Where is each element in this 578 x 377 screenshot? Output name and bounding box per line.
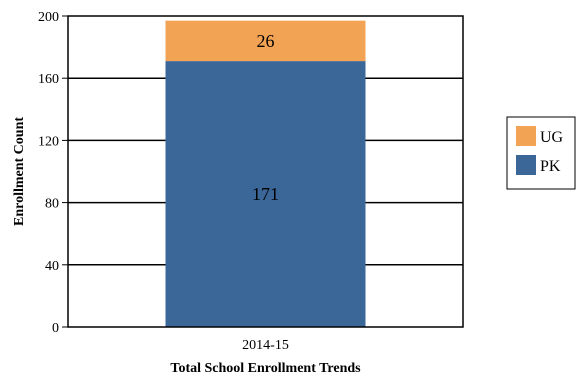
legend: UG PK xyxy=(506,116,576,190)
y-axis-title: Enrollment Count xyxy=(12,117,27,226)
x-tick-label-2014-15: 2014-15 xyxy=(242,338,289,353)
legend-swatch-pk xyxy=(516,155,536,175)
legend-swatch-ug xyxy=(516,126,536,146)
y-tick-label-120: 120 xyxy=(38,134,59,149)
y-tick-label-0: 0 xyxy=(52,321,59,336)
y-tick-label-160: 160 xyxy=(38,72,59,87)
y-tick-label-80: 80 xyxy=(45,197,59,212)
data-label-ug-2014-15: 26 xyxy=(257,31,275,51)
x-axis-title: Total School Enrollment Trends xyxy=(170,361,361,376)
data-label-pk-2014-15: 171 xyxy=(252,184,279,204)
bar-ug-2014-15 xyxy=(165,20,366,62)
data-labels: 171 26 xyxy=(252,31,279,204)
axis-ticks: 0 40 80 120 160 200 2014-15 xyxy=(38,10,289,353)
legend-label-pk: PK xyxy=(540,158,561,175)
legend-label-ug: UG xyxy=(540,129,564,146)
bar-pk-2014-15 xyxy=(165,61,366,327)
y-tick-label-200: 200 xyxy=(38,10,59,25)
y-tick-label-40: 40 xyxy=(45,259,59,274)
bars xyxy=(165,20,366,327)
plot-frame xyxy=(67,15,464,328)
